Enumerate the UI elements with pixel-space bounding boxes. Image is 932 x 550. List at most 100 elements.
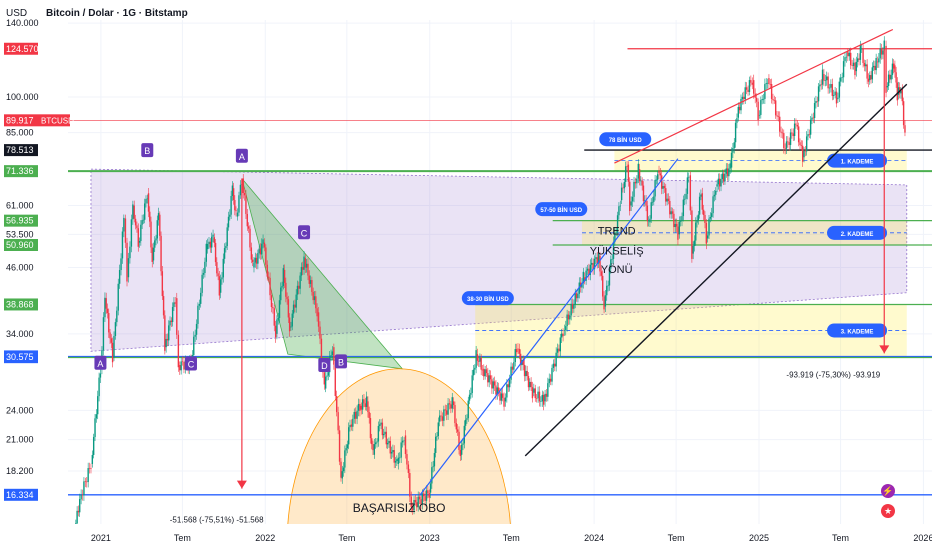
candle-body	[650, 202, 652, 219]
candle-body	[876, 61, 879, 63]
candle-body	[120, 258, 122, 271]
y-tick-label: 53.500	[6, 229, 34, 239]
candle-body	[443, 409, 445, 421]
candle-body	[841, 77, 843, 78]
candle-body	[417, 496, 419, 508]
candle-body	[581, 283, 583, 288]
candle-body	[337, 412, 339, 431]
candle-body	[470, 393, 472, 395]
candle-body	[216, 262, 218, 274]
flag-icon[interactable]: ★	[881, 504, 895, 518]
candle-body	[253, 262, 255, 268]
price-tag-label: 30.575	[6, 352, 34, 362]
candle-body	[357, 403, 360, 411]
candle-body	[584, 277, 586, 281]
candle-body	[132, 204, 134, 220]
candle-body	[144, 203, 146, 220]
candle-body	[108, 313, 110, 333]
candle-body	[823, 74, 825, 81]
candle-body	[346, 444, 349, 449]
candle-body	[485, 369, 488, 374]
candle-body	[610, 259, 612, 269]
y-tick-label: 18.200	[6, 466, 34, 476]
candle-body	[458, 431, 460, 450]
candle-body	[278, 300, 281, 318]
candle-body	[468, 394, 471, 401]
candle-body	[535, 398, 538, 399]
candle-body	[776, 115, 778, 117]
candle-body	[507, 384, 509, 388]
candle-body	[588, 268, 590, 276]
candle-body	[365, 396, 368, 407]
candle-body	[121, 231, 124, 259]
candle-body	[861, 48, 863, 50]
candle-body	[744, 87, 746, 100]
candle-body	[116, 310, 118, 323]
candle-body	[437, 422, 439, 437]
candle-body	[313, 296, 316, 301]
candle-body	[802, 145, 804, 162]
candle-body	[109, 332, 111, 339]
candle-body	[551, 367, 553, 382]
candle-body	[686, 177, 689, 194]
candle-body	[239, 184, 242, 196]
candle-body	[361, 399, 364, 410]
candle-body	[489, 375, 492, 380]
candle-body	[299, 275, 301, 289]
candle-body	[214, 242, 217, 263]
zone-tag	[535, 202, 588, 217]
candle-body	[765, 83, 767, 85]
candle-body	[709, 216, 712, 219]
candle-body	[689, 175, 692, 211]
candle-body	[828, 87, 831, 89]
candle-body	[522, 359, 524, 365]
candle-body	[311, 280, 313, 292]
candle-body	[569, 315, 571, 320]
candle-body	[624, 166, 627, 182]
candle-body	[379, 424, 381, 426]
pattern-label-text: A	[239, 152, 245, 162]
candle-body	[475, 350, 477, 368]
zone-tag-label: 78 BİN USD	[609, 137, 643, 144]
candle-body	[231, 185, 234, 196]
candle-body	[622, 187, 624, 189]
candle-body	[779, 116, 781, 132]
candle-body	[717, 178, 720, 185]
price-tag	[4, 488, 38, 501]
x-tick-label: 2021	[91, 533, 111, 543]
candle-body	[432, 466, 434, 468]
candle-body	[809, 119, 812, 135]
candle-body	[298, 285, 300, 289]
candle-body	[887, 74, 890, 87]
candle-body	[90, 468, 92, 470]
candle-body	[242, 178, 244, 193]
candle-body	[433, 452, 436, 467]
candle-body	[198, 303, 201, 306]
candle-body	[623, 181, 626, 189]
candle-body	[867, 78, 870, 82]
y-tick-label: 34.000	[6, 329, 34, 339]
candle-body	[589, 264, 591, 276]
candle-body	[181, 361, 184, 363]
candle-body	[151, 247, 153, 262]
flash-icon[interactable]: ⚡	[881, 484, 895, 498]
candle-body	[616, 215, 619, 233]
candle-body	[102, 317, 105, 351]
candle-body	[369, 418, 372, 439]
candle-body	[269, 277, 271, 296]
candle-body	[380, 422, 382, 425]
candle-body	[212, 234, 214, 237]
candle-body	[558, 348, 560, 352]
candle-body	[129, 246, 131, 259]
candle-body	[105, 298, 107, 309]
candle-body	[514, 349, 516, 363]
chart-title[interactable]: Bitcoin / Dolar · 1G · Bitstamp	[46, 8, 188, 19]
candle-body	[334, 364, 336, 397]
candle-body	[291, 313, 293, 327]
candle-body	[611, 258, 613, 260]
candle-body	[80, 494, 82, 500]
candle-body	[747, 89, 749, 92]
candle-body	[519, 353, 522, 366]
pattern-label	[184, 356, 197, 371]
